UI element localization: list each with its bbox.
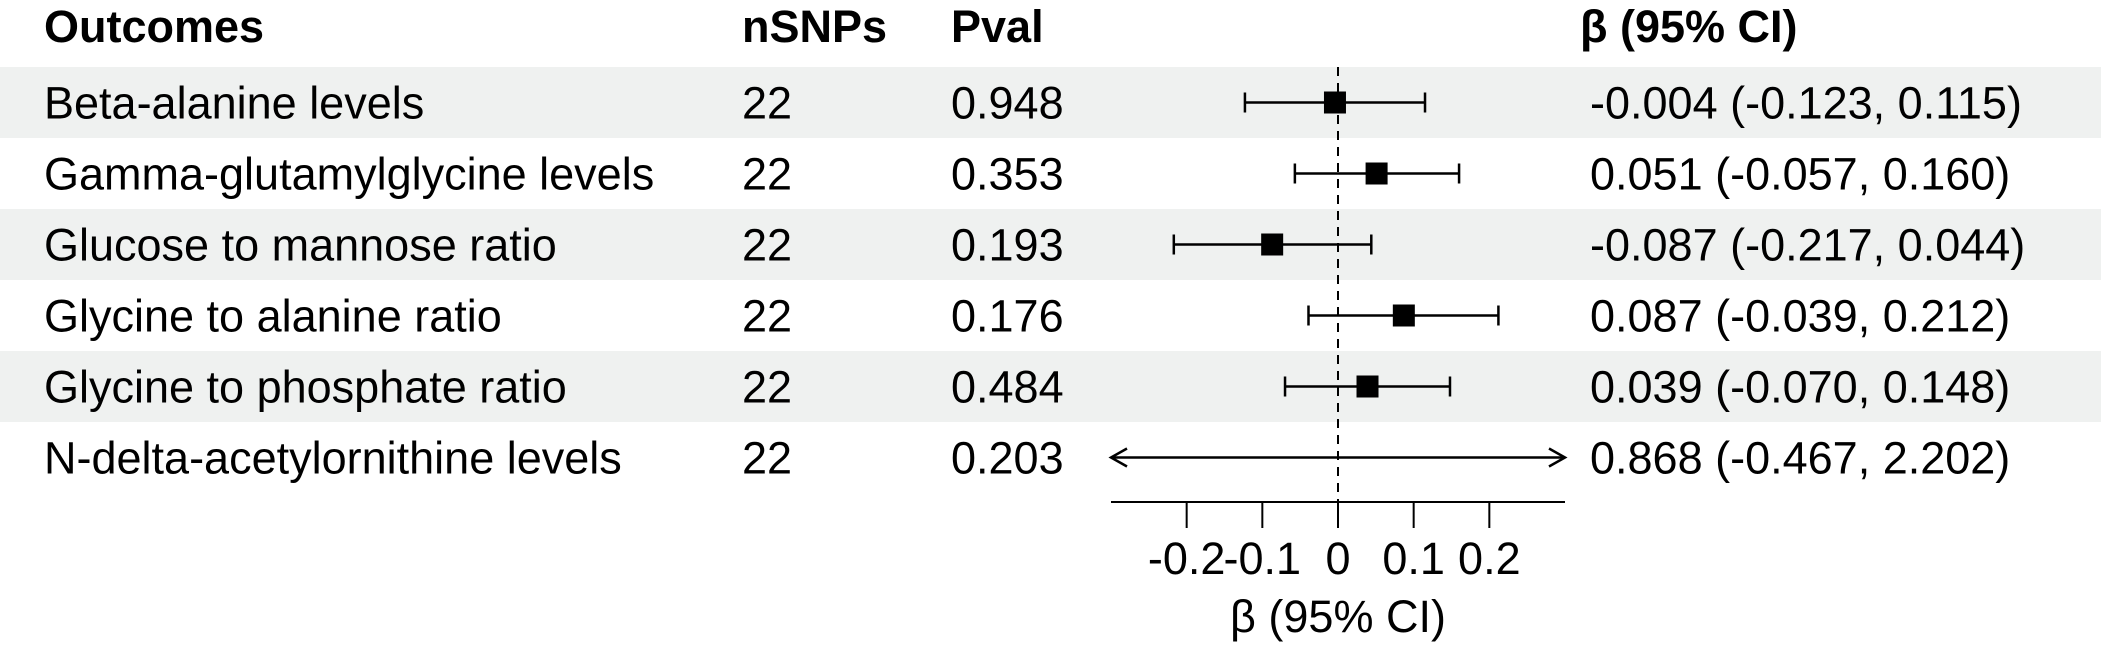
plot-marks — [1108, 67, 1568, 502]
x-tick-label: -0.1 — [1224, 533, 1302, 584]
row-shade — [0, 209, 2101, 280]
pval-value: 0.193 — [951, 220, 1064, 271]
point-estimate — [1365, 162, 1388, 185]
row-shading-layer — [0, 67, 2101, 422]
ci-arrow-right — [1548, 447, 1568, 468]
row-shade — [0, 67, 2101, 138]
estimate-text: 0.039 (-0.070, 0.148) — [1590, 362, 2010, 413]
outcome-label: Glycine to alanine ratio — [44, 291, 502, 342]
pval-value: 0.353 — [951, 149, 1064, 200]
outcome-label: Gamma-glutamylglycine levels — [44, 149, 654, 200]
x-tick-label: 0 — [1325, 533, 1350, 584]
row-shade — [0, 351, 2101, 422]
nsnps-value: 22 — [742, 362, 792, 413]
point-estimate — [1261, 233, 1284, 256]
estimate-text: -0.087 (-0.217, 0.044) — [1590, 220, 2025, 271]
x-tick-label: -0.2 — [1148, 533, 1226, 584]
ci-arrow-left — [1108, 447, 1128, 468]
outcome-label: Glucose to mannose ratio — [44, 220, 557, 271]
outcome-label: Glycine to phosphate ratio — [44, 362, 567, 413]
pval-value: 0.948 — [951, 78, 1064, 129]
pval-value: 0.176 — [951, 291, 1064, 342]
header-estimate: β (95% CI) — [1580, 1, 1798, 52]
point-estimate — [1356, 375, 1379, 398]
point-estimate — [1392, 304, 1415, 327]
estimate-text: 0.868 (-0.467, 2.202) — [1590, 433, 2010, 484]
estimate-text: 0.051 (-0.057, 0.160) — [1590, 149, 2010, 200]
nsnps-value: 22 — [742, 220, 792, 271]
nsnps-value: 22 — [742, 433, 792, 484]
table-rows: Beta-alanine levels 22 0.948 -0.004 (-0.123… — [44, 78, 2025, 484]
estimate-text: 0.087 (-0.039, 0.212) — [1590, 291, 2010, 342]
point-estimate — [1323, 91, 1346, 114]
header-outcomes: Outcomes — [44, 1, 264, 52]
header-pval: Pval — [951, 1, 1044, 52]
x-axis: -0.2-0.1 0 0.1 0.2 — [1111, 501, 1565, 584]
x-tick-label: 0.2 — [1458, 533, 1521, 584]
pval-value: 0.203 — [951, 433, 1064, 484]
pval-value: 0.484 — [951, 362, 1064, 413]
x-axis-label: β (95% CI) — [1230, 591, 1446, 642]
outcome-label: N-delta-acetylornithine levels — [44, 433, 622, 484]
estimate-text: -0.004 (-0.123, 0.115) — [1590, 78, 2022, 129]
nsnps-value: 22 — [742, 78, 792, 129]
nsnps-value: 22 — [742, 149, 792, 200]
outcome-label: Beta-alanine levels — [44, 78, 424, 129]
header-nsnps: nSNPs — [742, 1, 887, 52]
nsnps-value: 22 — [742, 291, 792, 342]
x-tick-label: 0.1 — [1382, 533, 1445, 584]
